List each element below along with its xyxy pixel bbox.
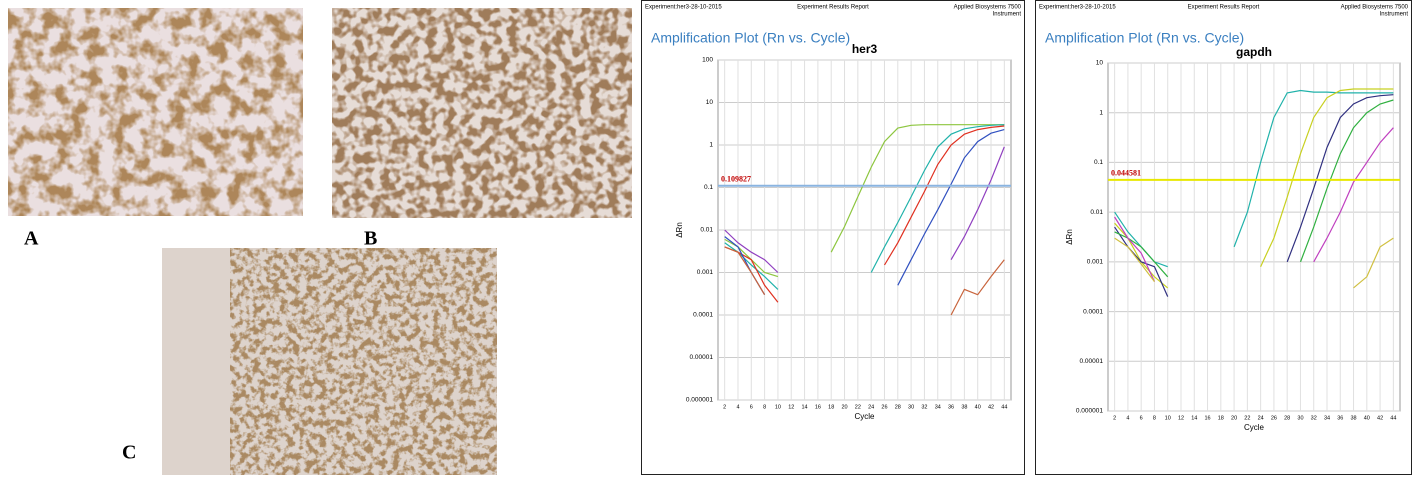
x-tick-label: 14 [802,404,808,410]
panel-label: A [24,228,39,250]
x-tick-label: 42 [1377,415,1383,421]
x-tick-label: 44 [1001,404,1007,410]
x-tick-label: 34 [935,404,941,410]
header-right: Instrument [1380,12,1409,18]
x-tick-label: 28 [1284,415,1290,421]
x-tick-label: 36 [1337,415,1343,421]
x-tick-label: 28 [895,404,901,410]
x-tick-label: 42 [988,404,994,410]
x-tick-label: 24 [1258,415,1264,421]
x-tick-label: 44 [1390,415,1396,421]
panel-label: C [122,442,136,464]
amplification-curve [724,246,1005,316]
y-tick-label: 0.001 [1087,259,1104,266]
y-tick-label: 10 [706,99,714,106]
x-tick-label: 18 [1218,415,1224,421]
panel-label: B [364,228,377,250]
x-tick-label: 22 [855,404,861,410]
header-right: Applied Biosystems 7500 [954,5,1022,11]
x-tick-label: 36 [948,404,954,410]
y-tick-label: 10 [1096,60,1104,67]
x-tick-label: 40 [975,404,981,410]
y-tick-label: 0.01 [1090,209,1103,216]
x-tick-label: 20 [841,404,847,410]
x-tick-label: 6 [750,404,753,410]
x-tick-label: 30 [1297,415,1303,421]
x-tick-label: 40 [1364,415,1370,421]
y-tick-label: 0.00001 [1080,358,1104,365]
x-tick-label: 8 [1153,415,1156,421]
x-tick-label: 38 [961,404,967,410]
x-tick-label: 22 [1244,415,1250,421]
x-tick-label: 26 [881,404,887,410]
x-tick-label: 18 [828,404,834,410]
amplification-curve [1114,94,1394,297]
x-tick-label: 10 [775,404,781,410]
x-axis-label: Cycle [854,412,875,421]
image-a-texture [8,8,303,216]
image-c-texture [230,248,497,475]
x-tick-label: 32 [1311,415,1317,421]
x-tick-label: 12 [788,404,794,410]
y-tick-label: 0.000001 [1076,408,1103,415]
y-tick-label: 0.1 [704,184,713,191]
x-tick-label: 26 [1271,415,1277,421]
x-tick-label: 24 [868,404,874,410]
x-tick-label: 20 [1231,415,1237,421]
x-tick-label: 2 [1113,415,1116,421]
x-tick-label: 16 [815,404,821,410]
x-tick-label: 4 [736,404,739,410]
x-tick-label: 38 [1350,415,1356,421]
header-center: Experiment Results Report [1188,5,1260,11]
y-tick-label: 0.001 [697,269,714,276]
y-axis-label: ΔRn [675,222,684,238]
x-tick-label: 16 [1204,415,1210,421]
amplification-curve [724,124,1005,290]
plot-area [1107,62,1401,412]
x-tick-label: 4 [1126,415,1129,421]
header-left: Experiment:her3-28-10-2015 [1039,5,1116,11]
y-tick-label: 0.0001 [1083,308,1103,315]
y-tick-label: 0.1 [1094,159,1103,166]
y-tick-label: 100 [702,57,713,64]
x-tick-label: 32 [921,404,927,410]
header-right: Applied Biosystems 7500 [1341,5,1409,11]
threshold-label: 0.109827 [721,175,751,184]
x-tick-label: 6 [1140,415,1143,421]
x-axis-label: Cycle [1244,423,1265,432]
chart-subtitle: her3 [852,42,878,56]
y-tick-label: 0.0001 [693,312,713,319]
x-tick-label: 14 [1191,415,1197,421]
x-tick-label: 10 [1165,415,1171,421]
y-tick-label: 0.000001 [686,397,713,404]
y-tick-label: 0.01 [700,227,713,234]
amplification-curve [724,146,1005,273]
header-right: Instrument [993,12,1022,18]
histology-panels: A B C [8,8,632,475]
chart-subtitle: gapdh [1236,45,1272,59]
y-axis-label: ΔRn [1065,229,1074,245]
x-tick-label: 8 [763,404,766,410]
chart-title: Amplification Plot (Rn vs. Cycle) [1045,30,1244,46]
amplification-curve [1114,237,1394,289]
y-tick-label: 0.00001 [690,354,714,361]
header-left: Experiment:her3-28-10-2015 [645,5,722,11]
amplification-curve [1114,127,1394,282]
x-tick-label: 2 [723,404,726,410]
x-tick-label: 34 [1324,415,1330,421]
header-center: Experiment Results Report [797,5,869,11]
y-tick-label: 1 [709,142,713,149]
chart-title: Amplification Plot (Rn vs. Cycle) [651,30,850,46]
amplification-curve [1114,99,1394,278]
threshold-label: 0.044581 [1111,169,1141,178]
x-tick-label: 30 [908,404,914,410]
y-tick-label: 1 [1099,109,1103,116]
image-b-texture [332,8,632,218]
x-tick-label: 12 [1178,415,1184,421]
